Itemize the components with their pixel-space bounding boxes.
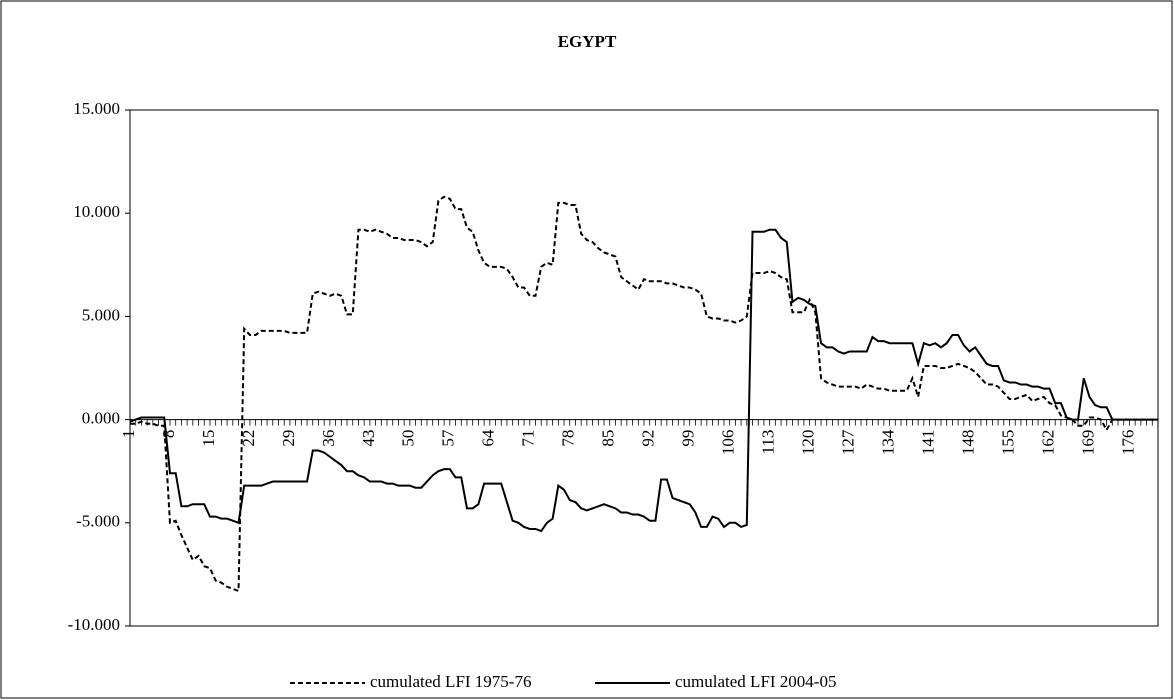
- x-tick-label: 8: [159, 430, 178, 439]
- y-tick-label: 0.000: [82, 409, 120, 428]
- y-tick-label: -10.000: [68, 615, 120, 634]
- x-tick-label: 78: [559, 430, 578, 447]
- x-tick-label: 99: [679, 430, 698, 447]
- x-tick-label: 57: [439, 429, 458, 447]
- x-tick-label: 113: [759, 430, 778, 455]
- x-tick-label: 36: [319, 430, 338, 447]
- x-tick-label: 43: [359, 430, 378, 447]
- x-tick-label: 148: [958, 430, 977, 456]
- x-tick-label: 1: [119, 430, 138, 439]
- x-tick-label: 120: [799, 430, 818, 456]
- x-tick-label: 155: [998, 430, 1017, 456]
- x-tick-label: 141: [918, 430, 937, 456]
- chart-title: EGYPT: [558, 32, 617, 51]
- x-tick-label: 162: [1038, 430, 1057, 456]
- series-line: [129, 228, 1158, 533]
- series-line: [130, 195, 1158, 593]
- x-tick-label: 71: [519, 430, 538, 447]
- x-tick-label: 134: [878, 429, 897, 455]
- y-tick-label: 5.000: [82, 305, 120, 324]
- legend-label: cumulated LFI 2004-05: [675, 672, 836, 691]
- y-tick-label: 15.000: [73, 99, 120, 118]
- x-tick-label: 169: [1078, 430, 1097, 456]
- plot-area: [129, 109, 1159, 627]
- legend-label: cumulated LFI 1975-76: [370, 672, 531, 691]
- x-tick-label: 176: [1118, 430, 1137, 456]
- y-tick-label: 10.000: [73, 202, 120, 221]
- x-tick-label: 85: [599, 430, 618, 447]
- x-tick-label: 64: [479, 429, 498, 447]
- x-tick-label: 50: [399, 430, 418, 447]
- x-tick-label: 22: [239, 430, 258, 447]
- y-tick-label: -5.000: [76, 512, 120, 531]
- x-tick-label: 15: [199, 430, 218, 447]
- x-tick-label: 127: [839, 429, 858, 455]
- x-tick-label: 29: [279, 430, 298, 447]
- x-tick-label: 106: [719, 430, 738, 456]
- x-tick-label: 92: [639, 430, 658, 447]
